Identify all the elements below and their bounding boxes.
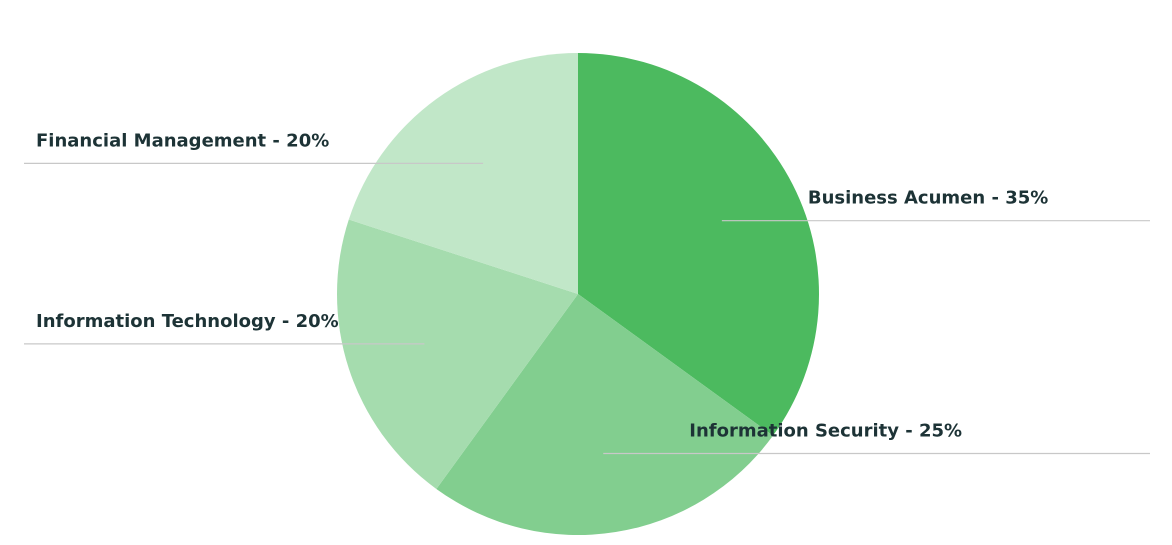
slice-label: Financial Management - 20% <box>36 130 329 151</box>
slice-label: Information Security - 25% <box>689 420 962 441</box>
slice-label: Business Acumen - 35% <box>808 188 1048 209</box>
slice-label: Information Technology - 20% <box>36 311 339 332</box>
chart: Business Acumen - 35% Information Securit… <box>0 0 1172 545</box>
